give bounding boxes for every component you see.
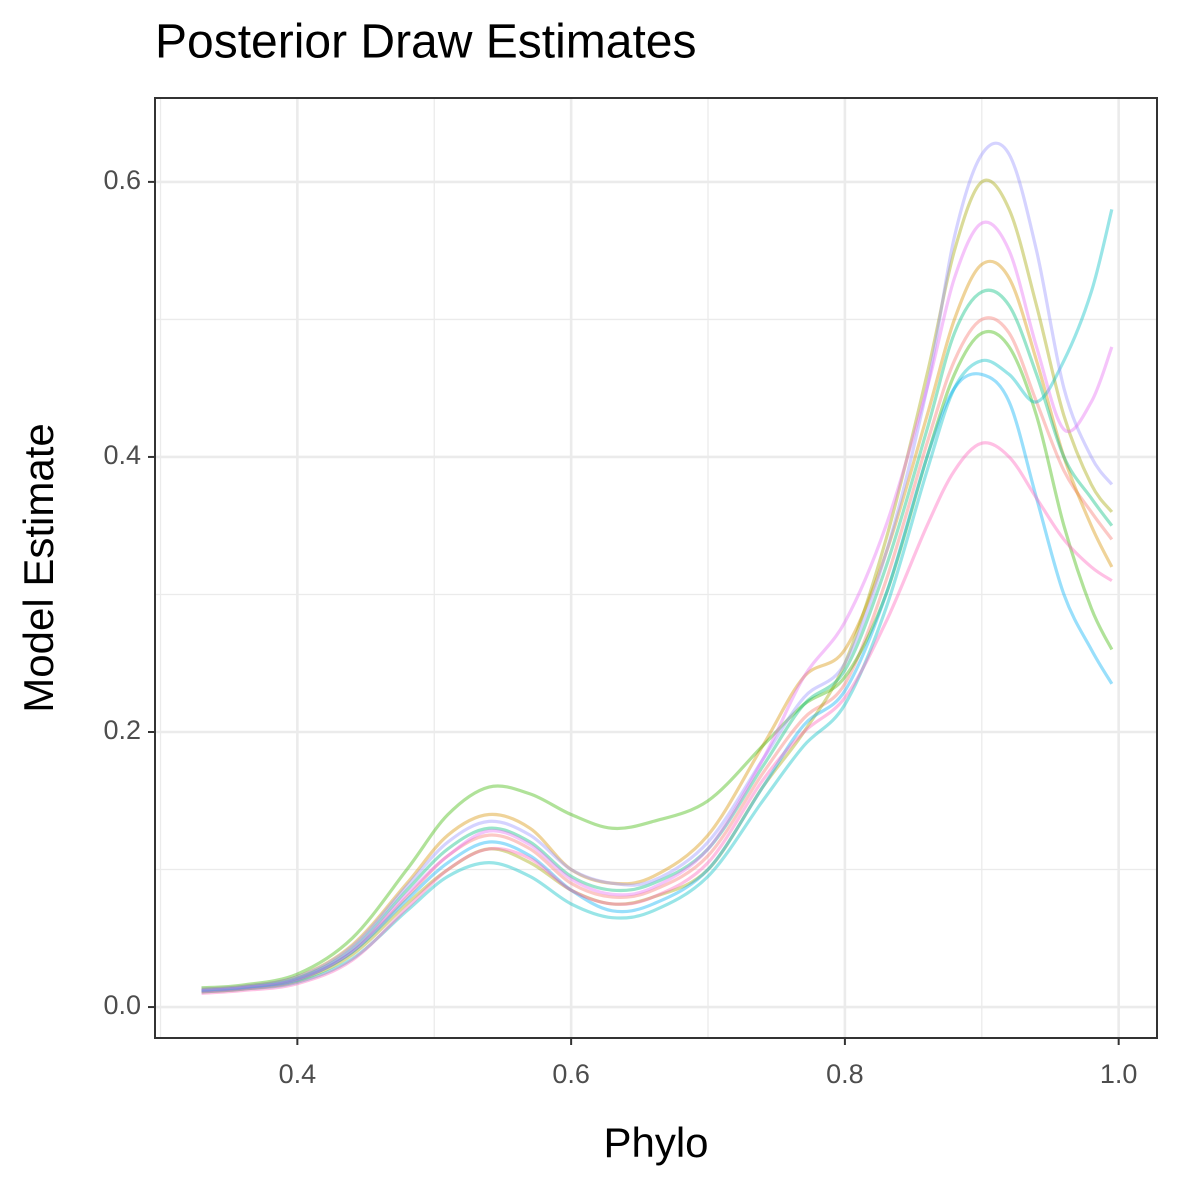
line [201, 316, 1114, 993]
line [201, 441, 1113, 995]
x-axis-title: Phylo [603, 1119, 708, 1166]
line [201, 209, 1114, 994]
y-tick-label: 0.4 [103, 440, 141, 470]
x-tick-label: 0.8 [826, 1059, 864, 1089]
line [201, 141, 1114, 991]
line [201, 372, 1114, 993]
x-tick-label: 0.6 [552, 1059, 590, 1089]
y-axis-title: Model Estimate [15, 423, 62, 712]
x-tick-label: 0.4 [279, 1059, 317, 1089]
line [201, 178, 1114, 994]
y-tick-label: 0.2 [103, 715, 141, 745]
line [201, 259, 1114, 991]
x-tick-label: 1.0 [1100, 1059, 1138, 1089]
lines [201, 141, 1114, 995]
panel-border [154, 97, 1158, 1039]
line [201, 329, 1114, 990]
line [201, 288, 1114, 993]
axes: 0.4 0.6 0.8 1.0 0.0 0.2 0.4 0.6 [103, 165, 1137, 1089]
line [201, 220, 1114, 993]
chart-title: Posterior Draw Estimates [155, 16, 696, 69]
grid [155, 98, 1157, 1038]
y-tick-label: 0.0 [103, 990, 141, 1020]
y-tick-label: 0.6 [103, 165, 141, 195]
